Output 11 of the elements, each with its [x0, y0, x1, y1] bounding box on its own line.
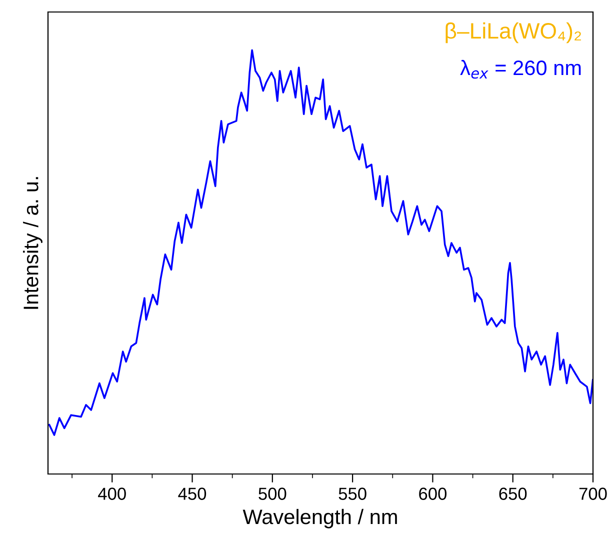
x-tick-label: 500 [258, 488, 286, 500]
x-tick-label: 700 [579, 488, 607, 500]
x-tick-label: 550 [338, 488, 366, 500]
x-tick-label: 600 [419, 488, 447, 500]
annotation: λ$_{ex}$ = 260 nm [460, 60, 581, 79]
x-tick-label: 400 [98, 488, 126, 500]
x-axis-title: Wavelength / nm [242, 508, 397, 528]
x-tick-label: 450 [178, 488, 206, 500]
x-tick-label: 650 [499, 488, 527, 500]
text: β–LiLa(WO₄)₂ [446, 22, 581, 44]
y-axis-title: Intensity / a. u. [23, 177, 42, 309]
